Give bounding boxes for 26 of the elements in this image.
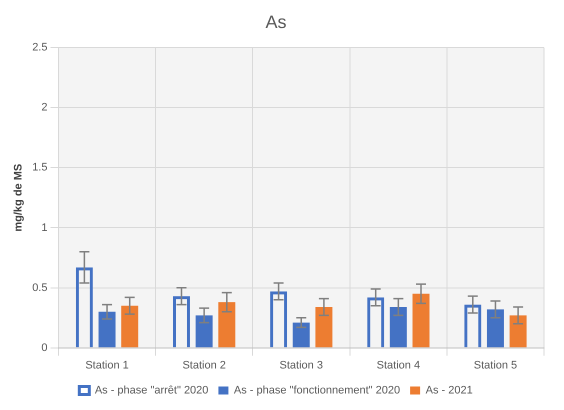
x-tick-label: Station 2 xyxy=(182,359,226,372)
bar xyxy=(510,315,527,348)
chart-title: As xyxy=(265,12,287,32)
bar xyxy=(196,315,213,348)
x-tick-label: Station 1 xyxy=(85,359,129,372)
bar xyxy=(315,306,332,348)
x-tick-label: Station 3 xyxy=(280,359,323,372)
x-tick-label: Station 4 xyxy=(376,359,420,372)
y-tick-label: 2.5 xyxy=(32,42,48,54)
bar xyxy=(390,306,407,348)
legend-label: As - 2021 xyxy=(426,384,473,397)
y-tick-label: 1 xyxy=(41,222,48,234)
y-tick-label: 0 xyxy=(41,342,48,354)
bar xyxy=(412,294,430,348)
bar xyxy=(121,306,138,348)
y-tick-label: 1.5 xyxy=(32,162,48,174)
bar xyxy=(218,302,236,348)
y-tick-label: 0.5 xyxy=(32,282,48,294)
x-tick-label: Station 5 xyxy=(474,359,518,372)
y-tick-label: 2 xyxy=(41,102,48,114)
bar xyxy=(292,322,310,348)
y-axis-title: mg/kg de MS xyxy=(12,164,25,232)
legend-label: As - phase "arrêt" 2020 xyxy=(94,384,208,397)
bar xyxy=(486,309,504,348)
legend-label: As - phase "fonctionnement" 2020 xyxy=(234,384,400,397)
bar xyxy=(98,312,116,348)
